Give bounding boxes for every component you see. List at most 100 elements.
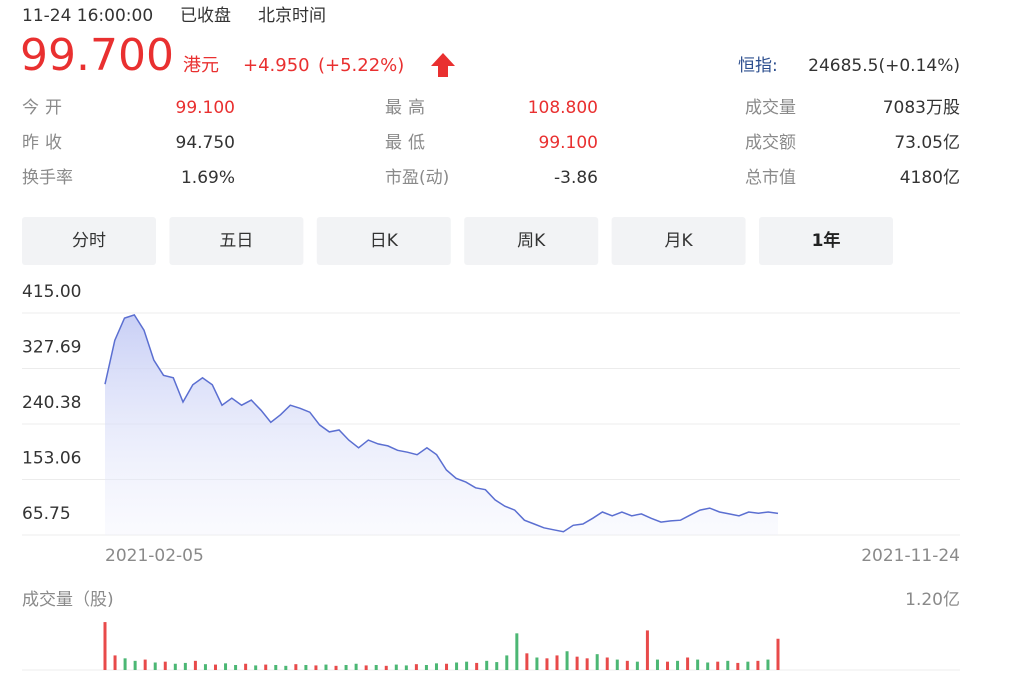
volume-bar <box>736 662 740 670</box>
period-tabs[interactable]: 分时 五日 日K 周K 月K 1年 <box>22 217 893 265</box>
volume-bar <box>224 663 228 670</box>
volume-bar <box>655 659 659 670</box>
stat-label: 今开 <box>22 98 68 118</box>
volume-bar <box>676 660 680 670</box>
volume-bar <box>294 664 298 670</box>
volume-bar <box>465 661 469 670</box>
volume-bar <box>635 661 639 670</box>
volume-bar <box>625 660 629 670</box>
volume-bar <box>314 665 318 670</box>
volume-bar <box>424 665 428 670</box>
y-tick-label: 153.06 <box>22 449 81 469</box>
volume-bar <box>575 656 579 670</box>
stat-label: 换手率 <box>22 168 73 188</box>
x-axis-label: 2021-11-24 <box>861 546 960 566</box>
tab-label[interactable]: 周K <box>517 231 546 251</box>
volume-bar <box>344 665 348 670</box>
volume-bar <box>716 661 720 670</box>
tab[interactable]: 日K <box>316 217 451 265</box>
price: 99.700 <box>20 30 174 81</box>
volume-bar <box>284 665 288 670</box>
volume-bar <box>113 655 117 670</box>
volume-bar <box>404 665 408 670</box>
volume-bar <box>686 657 690 670</box>
stat-value: -3.86 <box>554 168 598 188</box>
stat-label: 市盈(动) <box>385 168 449 188</box>
volume-bar <box>495 662 499 670</box>
volume-bar <box>595 654 599 670</box>
tab-button[interactable] <box>759 217 893 265</box>
tab-label[interactable]: 月K <box>665 231 694 251</box>
y-tick-label: 240.38 <box>22 393 81 413</box>
volume-bar <box>123 658 127 670</box>
volume-bar <box>203 664 207 670</box>
price-line <box>104 314 779 533</box>
volume-bar <box>354 663 358 670</box>
stat-label: 总市值 <box>745 168 796 188</box>
tab-button[interactable] <box>464 217 599 265</box>
header: 11-24 16:00:00 已收盘 北京时间 99.700 港元 +4.950… <box>20 6 960 81</box>
volume-bar <box>163 661 167 670</box>
volume-bar <box>384 665 388 670</box>
tab-button[interactable] <box>22 217 156 265</box>
price-change: +4.950 <box>243 55 310 76</box>
volume-bar <box>565 651 569 670</box>
tab[interactable]: 周K <box>464 217 599 265</box>
volume-bar <box>515 633 519 670</box>
up-arrow <box>431 53 455 77</box>
volume-bar <box>585 658 589 670</box>
volume-bar <box>746 661 750 670</box>
tab[interactable]: 五日 <box>169 217 304 265</box>
price-chart: 415.00 327.69 240.38 153.06 65.75 2021-02-05 2… <box>22 282 960 566</box>
volume-bar <box>364 665 368 670</box>
stat-label: 成交额 <box>745 133 796 153</box>
volume-bar <box>756 660 760 670</box>
volume-bar <box>254 665 258 670</box>
volume-bar <box>143 659 147 670</box>
volume-bar <box>133 660 137 670</box>
volume-bar <box>726 660 730 670</box>
index-value: 24685.5(+0.14%) <box>808 56 960 76</box>
volume-bar <box>666 661 670 670</box>
volume-bar <box>183 662 187 670</box>
volume-bar <box>173 663 177 670</box>
volume-chart: 成交量（股) 1.20亿 <box>22 590 960 671</box>
y-tick-label: 1.20亿 <box>905 590 960 610</box>
volume-bar <box>535 657 539 670</box>
volume-bar <box>475 662 479 670</box>
tab-button[interactable] <box>169 217 304 265</box>
tab[interactable]: 月K <box>611 217 746 265</box>
market-status: 已收盘 <box>180 6 231 26</box>
volume-bar <box>485 660 489 670</box>
tab-label[interactable]: 五日 <box>219 231 253 251</box>
x-axis-label: 2021-02-05 <box>105 546 204 566</box>
volume-bar <box>776 638 780 670</box>
volume-bar <box>153 662 157 670</box>
price-area <box>105 314 778 535</box>
index-label: 恒指: <box>738 56 778 76</box>
stat-value: 99.100 <box>176 98 235 118</box>
volume-bar <box>244 663 248 670</box>
volume-bar <box>455 662 459 670</box>
volume-bar <box>434 663 438 670</box>
volume-bar <box>505 655 509 670</box>
tab-button[interactable] <box>316 217 451 265</box>
volume-bar <box>615 659 619 670</box>
stats-grid: 今开 99.100 昨收 94.750 换手率 1.69% 最高 108.800 最低 99.10… <box>22 98 960 188</box>
y-tick-label: 415.00 <box>22 282 81 302</box>
tab-label[interactable]: 日K <box>370 231 399 251</box>
volume-bar <box>445 663 449 670</box>
volume-bar <box>706 662 710 670</box>
tab-label[interactable]: 1年 <box>812 230 841 251</box>
volume-bar <box>334 665 338 670</box>
tab[interactable]: 分时 <box>22 217 156 265</box>
stat-label: 昨收 <box>22 133 68 153</box>
volume-bar <box>525 653 529 670</box>
tab[interactable]: 1年 <box>759 217 893 265</box>
tab-button[interactable] <box>611 217 746 265</box>
volume-bar <box>555 655 559 670</box>
volume-bar <box>394 664 398 670</box>
stat-value: 94.750 <box>176 133 235 153</box>
tab-label[interactable]: 分时 <box>72 231 106 251</box>
